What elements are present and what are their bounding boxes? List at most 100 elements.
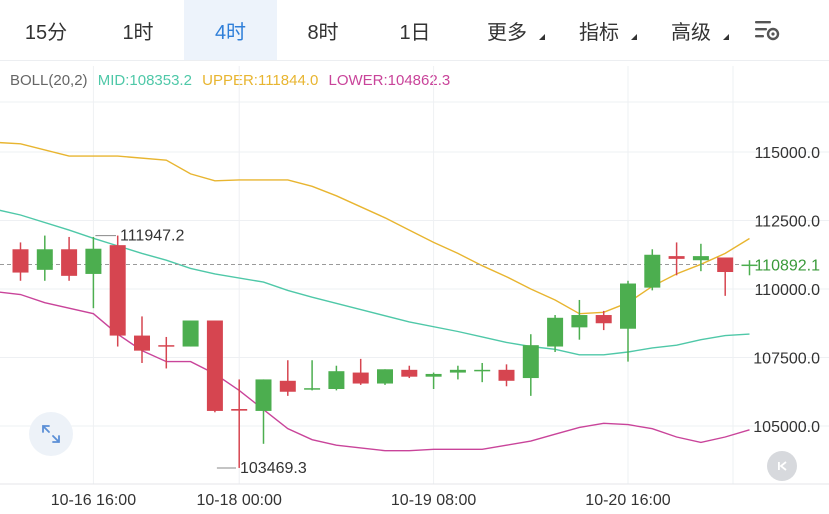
y-tick-label: 107500.0 xyxy=(753,351,820,368)
x-tick-label: 10-20 16:00 xyxy=(585,492,671,509)
candle xyxy=(522,334,539,396)
skip-back-icon xyxy=(778,461,787,471)
candle xyxy=(352,358,369,385)
boll-upper-line xyxy=(0,141,750,315)
candle-body xyxy=(449,369,466,373)
y-tick-label: 110000.0 xyxy=(754,282,820,299)
candle xyxy=(644,249,661,291)
dropdown-caret-icon xyxy=(539,34,545,40)
candle-body xyxy=(595,315,612,324)
y-tick-label: 115000.0 xyxy=(754,145,820,162)
boll-indicator-name: BOLL(20,2) xyxy=(10,72,88,89)
candle-body xyxy=(255,379,272,411)
y-tick-label: 112500.0 xyxy=(754,214,820,231)
candle xyxy=(328,365,345,391)
candle-body xyxy=(620,283,636,329)
candle-body xyxy=(109,245,126,336)
boll-lower-value: LOWER:104862.3 xyxy=(328,72,451,89)
candle xyxy=(377,369,393,385)
candle xyxy=(85,236,102,309)
candle xyxy=(449,365,466,380)
candlestick-chart[interactable]: 115000.0 112500.0 110000.0 107500.0 105000.0… xyxy=(0,62,829,514)
candle xyxy=(109,235,126,347)
candle xyxy=(620,280,636,362)
candle-body xyxy=(85,248,102,274)
x-tick-label: 10-19 08:00 xyxy=(391,492,477,509)
candle-body xyxy=(328,371,345,390)
candle xyxy=(595,310,612,331)
candle-body xyxy=(644,254,661,288)
candle xyxy=(304,360,321,391)
candle xyxy=(206,320,223,413)
candle-body xyxy=(522,345,539,379)
tab-label: 1时 xyxy=(122,21,154,44)
candle xyxy=(425,372,442,390)
candle xyxy=(279,360,296,396)
candle xyxy=(255,379,272,444)
candle xyxy=(158,336,175,369)
candle xyxy=(474,362,491,383)
low-price-label: 103469.3 xyxy=(240,460,307,477)
y-tick-label: 105000.0 xyxy=(753,419,820,436)
x-tick-label: 10-18 00:00 xyxy=(196,492,282,509)
scroll-to-latest-button[interactable] xyxy=(767,451,797,481)
chart-settings-button[interactable] xyxy=(737,0,797,60)
dropdown-caret-icon xyxy=(723,34,729,40)
candle xyxy=(231,379,248,468)
tab-more[interactable]: 更多 xyxy=(461,0,553,60)
candle-body xyxy=(12,249,29,273)
tab-label: 8时 xyxy=(307,21,339,44)
boll-legend: BOLL(20,2) MID:108353.2 UPPER:111844.0 L… xyxy=(10,72,456,89)
boll-upper-value: UPPER:111844.0 xyxy=(202,72,319,89)
candle xyxy=(401,365,418,379)
candle-body xyxy=(425,373,442,377)
candle xyxy=(547,315,564,353)
tab-label: 高级 xyxy=(671,21,711,44)
dropdown-caret-icon xyxy=(631,34,637,40)
candle-body xyxy=(134,335,150,351)
candle-body xyxy=(304,388,321,390)
tab-1d[interactable]: 1日 xyxy=(369,0,461,60)
tab-label: 15分 xyxy=(24,21,68,44)
candle-body xyxy=(377,369,393,384)
candle-body xyxy=(158,345,175,347)
candle xyxy=(134,316,150,363)
tab-indicators[interactable]: 指标 xyxy=(553,0,645,60)
candle-body xyxy=(61,249,78,276)
candle-body xyxy=(668,256,685,259)
tab-label: 1日 xyxy=(399,21,431,44)
current-price-label: 110892.1 xyxy=(754,258,820,275)
candle-body xyxy=(279,380,296,392)
tab-advanced[interactable]: 高级 xyxy=(645,0,737,60)
candle-body xyxy=(498,369,515,381)
candle xyxy=(12,242,29,281)
candle-body xyxy=(206,320,223,411)
expand-icon xyxy=(42,425,60,443)
candle xyxy=(668,242,685,276)
tab-4h[interactable]: 4时 xyxy=(184,0,277,60)
candle-body xyxy=(717,257,734,273)
candle xyxy=(498,364,515,387)
candle-body xyxy=(36,249,53,270)
tab-15m[interactable]: 15分 xyxy=(0,0,92,60)
candle-body xyxy=(182,320,199,347)
candle xyxy=(692,243,709,272)
candle-body xyxy=(231,409,248,411)
tab-1h[interactable]: 1时 xyxy=(92,0,184,60)
candle xyxy=(36,235,53,281)
tab-label: 4时 xyxy=(214,21,247,44)
tab-label: 指标 xyxy=(579,21,619,44)
candle-body xyxy=(692,256,709,261)
timeframe-tabbar: 15分 1时 4时 8时 1日 更多 指标 高级 xyxy=(0,0,829,61)
candle xyxy=(571,299,588,340)
candle-body xyxy=(401,369,418,377)
candle-body xyxy=(474,369,491,372)
tab-label: 更多 xyxy=(487,21,527,44)
chart-settings-icon xyxy=(755,21,780,41)
candle xyxy=(182,320,199,347)
candle-body xyxy=(741,264,758,267)
candle-body xyxy=(547,317,564,347)
tab-8h[interactable]: 8时 xyxy=(277,0,369,60)
boll-mid-line xyxy=(0,209,750,356)
expand-chart-button[interactable] xyxy=(29,412,73,456)
